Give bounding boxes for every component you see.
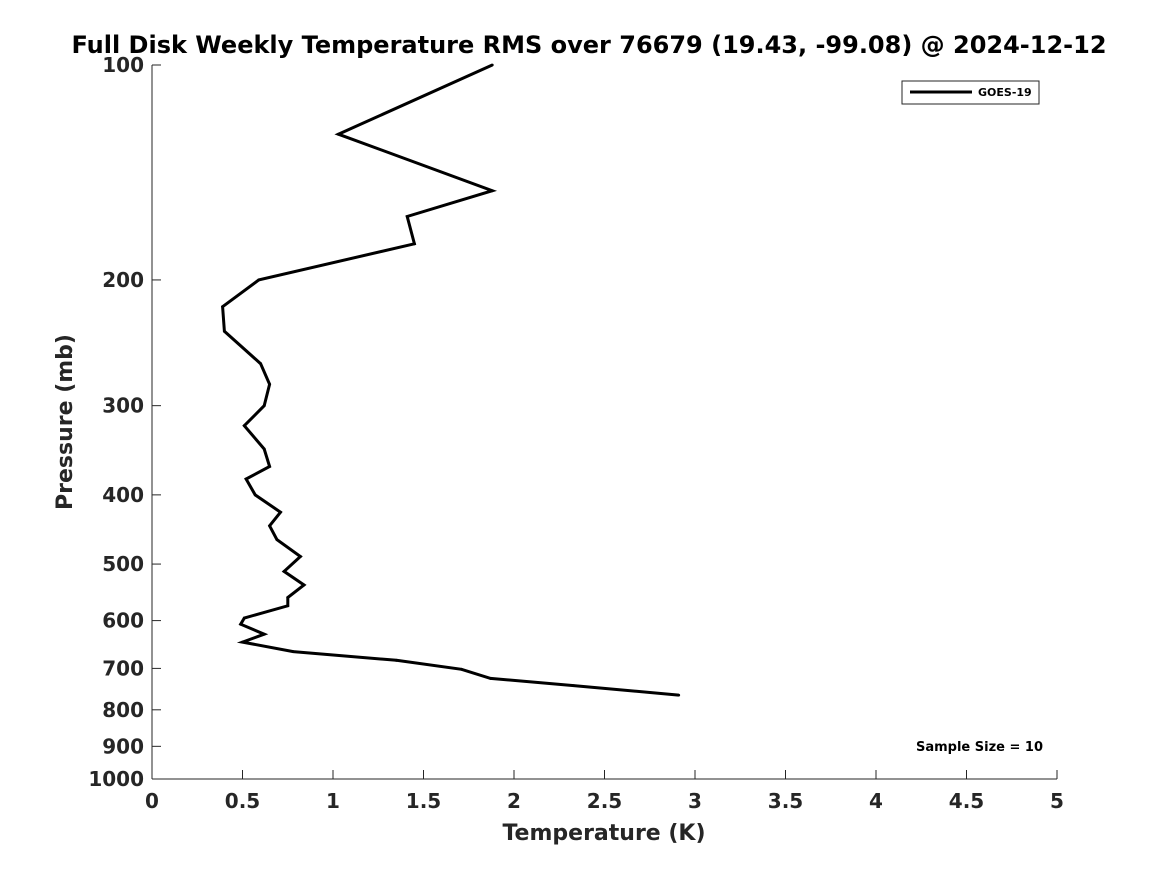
data-point bbox=[253, 493, 257, 497]
data-point bbox=[286, 604, 290, 608]
data-point bbox=[337, 132, 340, 136]
data-point bbox=[282, 570, 286, 573]
data-point bbox=[262, 632, 266, 636]
x-tick-label: 0.5 bbox=[225, 789, 260, 813]
chart-title: Full Disk Weekly Temperature RMS over 76… bbox=[71, 31, 1106, 59]
sample-size-annotation: Sample Size = 10 bbox=[916, 740, 1043, 755]
x-tick-label: 3 bbox=[688, 789, 702, 813]
data-point bbox=[302, 583, 306, 587]
data-point bbox=[490, 189, 494, 193]
data-point bbox=[405, 215, 409, 218]
series-line-goes-19 bbox=[221, 63, 679, 697]
data-point bbox=[279, 510, 282, 514]
data-point bbox=[239, 622, 243, 626]
data-point bbox=[241, 640, 244, 644]
x-tick-label: 0 bbox=[145, 789, 159, 813]
y-tick-label: 600 bbox=[102, 609, 144, 633]
x-tick-label: 1.5 bbox=[406, 789, 441, 813]
data-point bbox=[275, 538, 279, 541]
y-tick-label: 300 bbox=[102, 394, 144, 418]
y-tick-label: 400 bbox=[102, 483, 144, 507]
x-tick-label: 1 bbox=[326, 789, 340, 813]
y-axis-label: Pressure (mb) bbox=[53, 334, 78, 510]
y-ticks: 100 200 300 400 500 600 700 800 900 1000 bbox=[88, 53, 161, 791]
data-point bbox=[489, 677, 492, 680]
data-point bbox=[268, 524, 272, 528]
x-tick-label: 5 bbox=[1050, 789, 1064, 813]
data-point bbox=[242, 616, 246, 620]
x-tick-label: 4 bbox=[869, 789, 883, 813]
chart-axes bbox=[151, 65, 1057, 780]
data-point bbox=[259, 362, 262, 366]
y-tick-label: 900 bbox=[102, 734, 144, 758]
data-point bbox=[394, 658, 398, 662]
x-ticks: 0 0.5 1 1.5 2 2.5 3 3.5 4 4.5 5 bbox=[145, 770, 1064, 813]
data-point bbox=[257, 278, 261, 282]
y-tick-label: 800 bbox=[102, 698, 144, 722]
y-tick-label: 700 bbox=[102, 656, 144, 680]
legend-label-goes-19: GOES-19 bbox=[978, 86, 1032, 99]
data-point bbox=[244, 477, 248, 481]
data-point bbox=[262, 404, 266, 408]
y-tick-label: 200 bbox=[102, 268, 144, 292]
x-tick-label: 4.5 bbox=[949, 789, 984, 813]
data-point bbox=[572, 684, 576, 688]
data-point bbox=[262, 447, 266, 451]
data-point bbox=[299, 555, 302, 558]
data-point bbox=[268, 382, 272, 386]
data-point bbox=[223, 329, 226, 333]
data-point bbox=[286, 596, 290, 599]
series-layer bbox=[221, 63, 681, 697]
data-point bbox=[677, 693, 681, 697]
x-tick-label: 3.5 bbox=[768, 789, 803, 813]
y-tick-label: 500 bbox=[102, 552, 144, 576]
x-tick-label: 2.5 bbox=[587, 789, 622, 813]
data-point bbox=[291, 650, 295, 653]
data-point bbox=[268, 465, 272, 468]
data-point bbox=[242, 424, 246, 428]
x-axis-label: Temperature (K) bbox=[502, 821, 705, 846]
x-tick-label: 2 bbox=[507, 789, 521, 813]
y-tick-label: 100 bbox=[102, 53, 144, 77]
y-tick-label: 1000 bbox=[88, 767, 144, 791]
data-point bbox=[413, 242, 416, 246]
legend: GOES-19 bbox=[901, 80, 1040, 105]
data-point bbox=[460, 667, 463, 671]
data-point bbox=[490, 63, 494, 67]
data-point bbox=[221, 305, 224, 309]
